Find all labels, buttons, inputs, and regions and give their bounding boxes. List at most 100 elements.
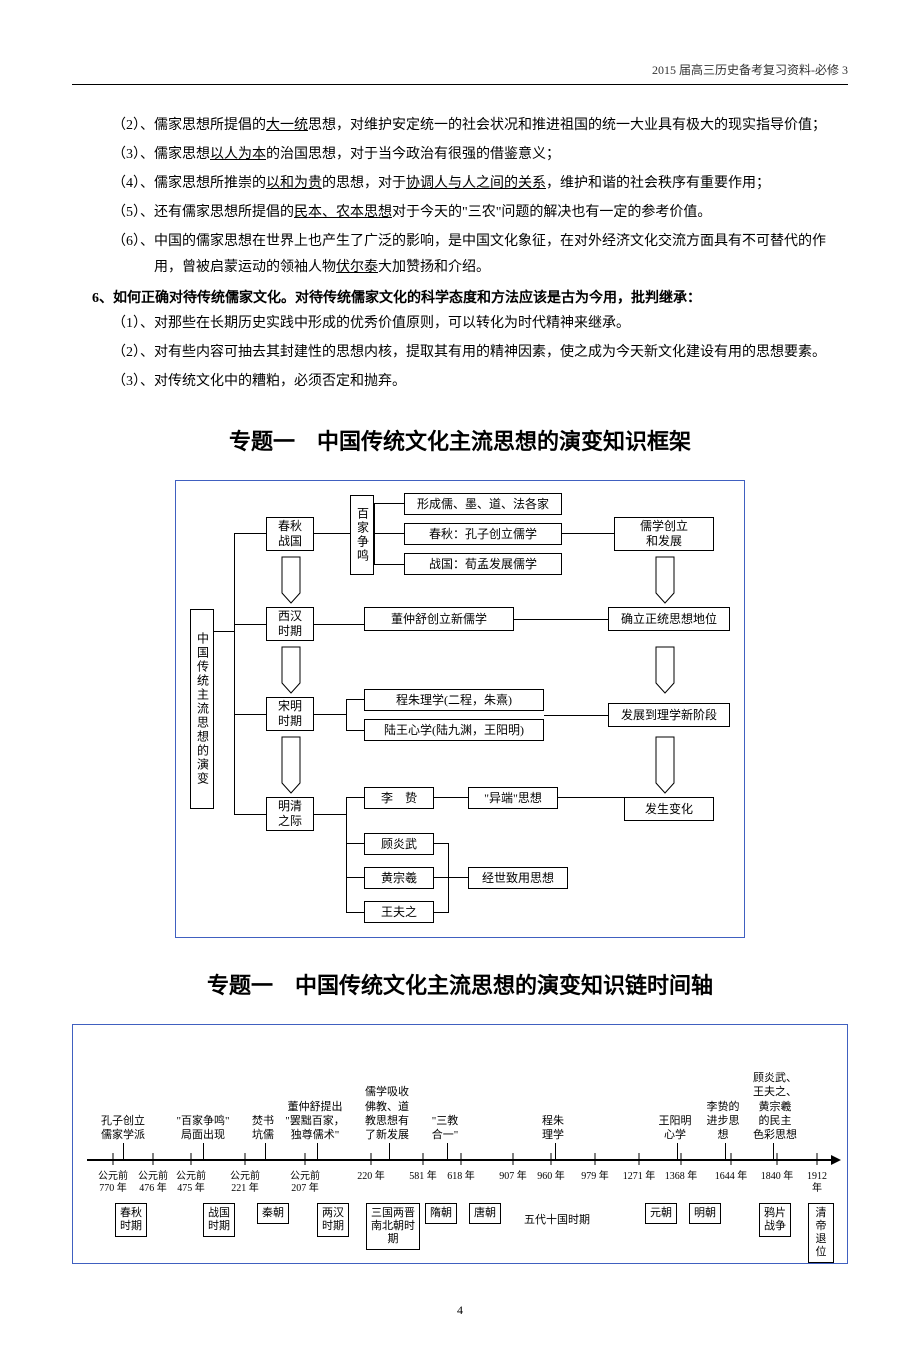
baijia-box: 百家争鸣 [350,495,374,575]
timeline-drop [389,1143,390,1159]
timeline-tick [245,1153,246,1165]
list-item: （5）、还有儒家思想所提倡的民本、农本思想对于今天的"三农"问题的解决也有一定的… [112,200,848,225]
root-box: 中国传统主流思想的演变 [190,609,214,809]
timeline-top-label: 顾炎武、 王夫之、 黄宗羲 的民主 色彩思想 [753,1071,797,1142]
timeline-tick-label: 220 年 [357,1171,385,1183]
r4-right: 发生变化 [624,797,714,821]
list-item: （2）、儒家思想所提倡的大一统思想，对维护安定统一的社会状况和推进祖国的统一大业… [112,113,848,138]
timeline-top-label: 李贽的 进步思 想 [707,1100,740,1143]
list-item: （4）、儒家思想所推崇的以和为贵的思想，对于协调人与人之间的关系，维护和谐的社会… [112,171,848,196]
list-2: （1）、对那些在长期历史实践中形成的优秀价值原则，可以转化为时代精神来继承。（2… [72,311,848,395]
r3-a: 程朱理学(二程，朱熹) [364,689,544,711]
timeline-tick-label: 1368 年 [665,1171,698,1183]
list-item-body: 儒家思想所提倡的大一统思想，对维护安定统一的社会状况和推进祖国的统一大业具有极大… [154,113,848,138]
r1-b: 春秋：孔子创立儒学 [404,523,562,545]
timeline-tick-label: 960 年 [537,1171,565,1183]
timeline-drop [725,1143,726,1159]
r4-name-2: 黄宗羲 [364,867,434,889]
timeline-tick-label: 1840 年 [761,1171,794,1183]
list-item-number: （1）、 [112,311,154,336]
timeline-drop [317,1143,318,1159]
period-1: 春秋 战国 [266,517,314,551]
timeline-top-label: 焚书 坑儒 [252,1114,274,1143]
timeline-dynasty: 鸦片 战争 [759,1203,791,1237]
r4-name-0: 李 贽 [364,787,434,809]
list-item-number: （2）、 [112,340,154,365]
list-item-number: （6）、 [112,229,154,279]
timeline-tick-label: 公元前 207 年 [290,1171,320,1195]
r2-mid: 董仲舒创立新儒学 [364,607,514,631]
timeline-top-label: "三教 合一" [432,1114,459,1143]
timeline-top-label: 王阳明 心学 [659,1114,692,1143]
timeline-top-label: 孔子创立 儒家学派 [101,1114,145,1143]
timeline-tick-label: 1271 年 [623,1171,656,1183]
timeline-top-label: 董仲舒提出 "罢黜百家， 独尊儒术" [285,1100,345,1143]
timeline-drop [447,1143,448,1159]
timeline-drop [123,1143,124,1159]
timeline-drop [677,1143,678,1159]
timeline-top-label: 儒学吸收 佛教、道 教思想有 了新发展 [365,1085,409,1142]
timeline-tick [551,1153,552,1165]
list-item-number: （4）、 [112,171,154,196]
period-4: 明清 之际 [266,797,314,831]
timeline-tick [595,1153,596,1165]
list-item-body: 对有些内容可抽去其封建性的思想内核，提取其有用的精神因素，使之成为今天新文化建设… [154,340,848,365]
page-header: 2015 届高三历史备考复习资料-必修 3 [72,60,848,84]
timeline-tick-label: 1912 年 [802,1171,832,1195]
timeline: 孔子创立 儒家学派 "百家争鸣" 局面出现焚书 坑儒董仲舒提出 "罢黜百家， 独尊… [72,1024,848,1264]
title-timeline: 专题一 中国传统文化主流思想的演变知识链时间轴 [72,966,848,1006]
timeline-tick [513,1153,514,1165]
timeline-tick-label: 公元前 476 年 [138,1171,168,1195]
period-3: 宋明 时期 [266,697,314,731]
r1-c: 战国：荀孟发展儒学 [404,553,562,575]
timeline-tick [423,1153,424,1165]
timeline-tick [817,1153,818,1165]
timeline-drop [555,1143,556,1159]
timeline-tick-label: 公元前 475 年 [176,1171,206,1195]
timeline-dynasty: 隋朝 [425,1203,457,1224]
timeline-top-label: 程朱 理学 [542,1114,564,1143]
timeline-dynasty: 战国 时期 [203,1203,235,1237]
r2-right: 确立正统思想地位 [608,607,730,631]
timeline-tick-label: 1644 年 [715,1171,748,1183]
list-item-body: 还有儒家思想所提倡的民本、农本思想对于今天的"三农"问题的解决也有一定的参考价值… [154,200,848,225]
timeline-dynasty: 两汉 时期 [317,1203,349,1237]
timeline-tick [639,1153,640,1165]
timeline-tick [191,1153,192,1165]
section-6-heading: 6、如何正确对待传统儒家文化。对待传统儒家文化的科学态度和方法应该是古为今用，批… [72,286,848,311]
timeline-tick [371,1153,372,1165]
timeline-tick-label: 581 年 [409,1171,437,1183]
list-item: （1）、对那些在长期历史实践中形成的优秀价值原则，可以转化为时代精神来继承。 [112,311,848,336]
r4-tag2: 经世致用思想 [468,867,568,889]
r3-b: 陆王心学(陆九渊，王阳明) [364,719,544,741]
list-1: （2）、儒家思想所提倡的大一统思想，对维护安定统一的社会状况和推进祖国的统一大业… [72,113,848,280]
list-item: （6）、中国的儒家思想在世界上也产生了广泛的影响，是中国文化象征，在对外经济文化… [112,229,848,279]
timeline-tick [731,1153,732,1165]
list-item: （3）、儒家思想以人为本的治国思想，对于当今政治有很强的借鉴意义； [112,142,848,167]
timeline-tick [777,1153,778,1165]
timeline-dynasty: 明朝 [689,1203,721,1224]
list-item-number: （3）、 [112,142,154,167]
r4-tag1: "异端"思想 [468,787,558,809]
list-item: （2）、对有些内容可抽去其封建性的思想内核，提取其有用的精神因素，使之成为今天新… [112,340,848,365]
timeline-dynasty: 春秋 时期 [115,1203,147,1237]
timeline-tick [153,1153,154,1165]
list-item-body: 中国的儒家思想在世界上也产生了广泛的影响，是中国文化象征，在对外经济文化交流方面… [154,229,848,279]
timeline-tick-label: 907 年 [499,1171,527,1183]
period-2: 西汉 时期 [266,607,314,641]
timeline-drop [203,1143,204,1159]
page-number: 4 [72,1300,848,1322]
list-item-body: 对那些在长期历史实践中形成的优秀价值原则，可以转化为时代精神来继承。 [154,311,848,336]
list-item-number: （3）、 [112,369,154,394]
timeline-tick-label: 979 年 [581,1171,609,1183]
r3-right: 发展到理学新阶段 [608,703,730,727]
timeline-top-label: "百家争鸣" 局面出现 [177,1114,230,1143]
timeline-tick-label: 公元前 221 年 [230,1171,260,1195]
timeline-tick [305,1153,306,1165]
list-item: （3）、对传统文化中的糟粕，必须否定和抛弃。 [112,369,848,394]
timeline-dynasty: 秦朝 [257,1203,289,1224]
flowchart: 中国传统主流思想的演变 春秋 战国 西汉 时期 宋明 时期 明清 之际 百家争鸣… [175,480,745,938]
list-item-body: 儒家思想以人为本的治国思想，对于当今政治有很强的借鉴意义； [154,142,848,167]
header-rule [72,84,848,85]
timeline-tick-label: 618 年 [447,1171,475,1183]
